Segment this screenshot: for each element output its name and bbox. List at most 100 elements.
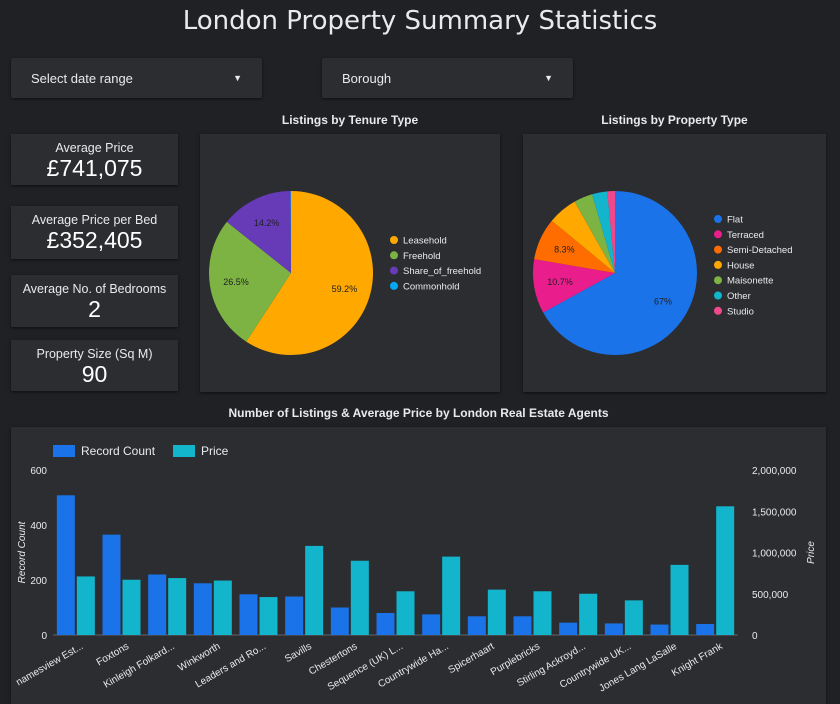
pie-slice[interactable]	[543, 191, 697, 355]
date-range-dropdown[interactable]: Select date range ▼	[11, 58, 262, 98]
bar-price[interactable]	[442, 556, 461, 635]
pie-slice-label: 59.2%	[332, 284, 358, 294]
property-type-chart-title: Listings by Property Type	[601, 113, 748, 127]
pie-slice[interactable]	[574, 194, 615, 273]
bar-record-count[interactable]	[285, 596, 304, 636]
legend-label[interactable]: Semi-Detached	[727, 245, 792, 256]
legend-swatch	[714, 291, 722, 300]
legend-label[interactable]: Commonhold	[403, 281, 460, 292]
legend-swatch	[714, 306, 722, 315]
tenure-chart-title: Listings by Tenure Type	[281, 113, 419, 127]
bar-record-count[interactable]	[513, 616, 532, 635]
pie-slice-label: 14.2%	[254, 218, 280, 228]
pie-slice[interactable]	[533, 259, 615, 313]
bar-record-count[interactable]	[330, 607, 349, 636]
bar-price[interactable]	[487, 589, 506, 635]
bar-record-count[interactable]	[56, 495, 75, 635]
kpi-label: Average Price per Bed	[31, 213, 158, 227]
y2-tick-label: 0	[752, 631, 758, 642]
pie-slice-label: 67%	[654, 296, 672, 306]
bar-price[interactable]	[259, 597, 278, 635]
pie-slice-label: 8.3%	[554, 245, 575, 255]
y-tick-label: 600	[30, 466, 47, 477]
pie-slice[interactable]	[592, 191, 615, 273]
x-tick-label: Savills	[283, 641, 314, 665]
bar-price[interactable]	[168, 578, 187, 635]
bar-price[interactable]	[670, 564, 689, 635]
bar-record-count[interactable]	[604, 623, 623, 635]
legend-label[interactable]: Freehold	[403, 251, 441, 262]
kpi-property-size: Property Size (Sq M) 90	[11, 340, 178, 391]
kpi-value: £352,405	[46, 227, 143, 253]
pie-slice-label: 26.5%	[223, 277, 249, 287]
bar-price[interactable]	[716, 506, 735, 635]
legend-label[interactable]: Maisonette	[727, 276, 773, 287]
property-type-chart-panel: 67% Flat 10.7% Terraced 8.3% Semi-Detached Hou…	[523, 134, 826, 392]
legend-label[interactable]: Leasehold	[403, 236, 447, 247]
pie-slice[interactable]	[209, 221, 291, 342]
x-tick-label: Sequence (UK) L...	[326, 641, 405, 693]
y2-tick-label: 1,500,000	[752, 507, 797, 518]
property-type-pie-chart: 67% Flat 10.7% Terraced 8.3% Semi-Detached Hou…	[533, 191, 792, 355]
kpi-value: £741,075	[46, 155, 143, 181]
kpi-average-bedrooms: Average No. of Bedrooms 2	[11, 275, 178, 327]
x-tick-label: namesview Est...	[14, 641, 85, 688]
bar-record-count[interactable]	[239, 594, 258, 635]
bar-price[interactable]	[396, 591, 415, 635]
legend-label[interactable]: Price	[201, 444, 229, 458]
tenure-pie-chart: 59.2% Leasehold 26.5% Freehold 14.2% Share_of…	[209, 191, 481, 356]
agents-bar-chart: Record Count Price 0 200 400 600 0 500,000 1,000…	[14, 444, 817, 695]
y2-axis-title: Price	[806, 541, 817, 564]
pie-slice[interactable]	[246, 191, 374, 356]
bar-record-count[interactable]	[193, 583, 212, 635]
tenure-chart-panel: 59.2% Leasehold 26.5% Freehold 14.2% Share_of…	[200, 134, 500, 392]
bar-record-count[interactable]	[148, 574, 167, 636]
kpi-label: Property Size (Sq M)	[36, 347, 153, 361]
bar-record-count[interactable]	[559, 622, 578, 635]
legend-swatch	[714, 215, 722, 223]
bar-record-count[interactable]	[696, 624, 715, 635]
x-tick-label: Spicerhaart	[447, 641, 497, 676]
pie-slice-label: 10.7%	[547, 277, 573, 287]
x-tick-label: Jones Lang LaSalle	[597, 641, 679, 695]
bar-price[interactable]	[213, 580, 232, 635]
pie-slice[interactable]	[607, 191, 615, 273]
pie-slice[interactable]	[551, 201, 615, 273]
kpi-average-price: Average Price £741,075	[11, 134, 178, 185]
legend-label[interactable]: Other	[727, 291, 751, 302]
borough-label: Borough	[342, 70, 392, 86]
y-tick-label: 200	[30, 576, 47, 587]
chevron-down-icon: ▼	[544, 73, 553, 83]
x-tick-label: Knight Frank	[670, 641, 725, 679]
pie-slice[interactable]	[534, 220, 615, 273]
bar-price[interactable]	[305, 545, 324, 635]
legend-label[interactable]: Terraced	[727, 230, 764, 241]
agents-chart-title: Number of Listings & Average Price by Lo…	[228, 406, 609, 420]
bar-price[interactable]	[350, 560, 369, 635]
bar-record-count[interactable]	[422, 614, 441, 635]
kpi-value: 2	[88, 296, 101, 322]
legend-label[interactable]: Flat	[727, 215, 743, 226]
bar-record-count[interactable]	[376, 613, 395, 635]
bar-record-count[interactable]	[467, 616, 486, 635]
bar-price[interactable]	[122, 579, 141, 635]
pie-slice[interactable]	[226, 191, 291, 273]
kpi-label: Average Price	[55, 141, 134, 155]
legend-label[interactable]: Studio	[727, 306, 754, 317]
x-tick-label: Foxtons	[95, 641, 131, 668]
legend-label[interactable]: Record Count	[81, 444, 156, 458]
legend-label[interactable]: Share_of_freehold	[403, 266, 481, 277]
legend-swatch	[714, 276, 722, 285]
chevron-down-icon: ▼	[233, 73, 242, 83]
bar-record-count[interactable]	[102, 534, 121, 635]
y-axis-title: Record Count	[17, 520, 28, 583]
bar-record-count[interactable]	[650, 624, 669, 635]
borough-dropdown[interactable]: Borough ▼	[322, 58, 573, 98]
date-range-label: Select date range	[31, 70, 133, 86]
bar-price[interactable]	[579, 593, 598, 635]
legend-swatch	[714, 260, 722, 269]
bar-price[interactable]	[76, 576, 95, 635]
bar-price[interactable]	[624, 600, 643, 635]
legend-label[interactable]: House	[727, 260, 754, 271]
bar-price[interactable]	[533, 591, 552, 635]
